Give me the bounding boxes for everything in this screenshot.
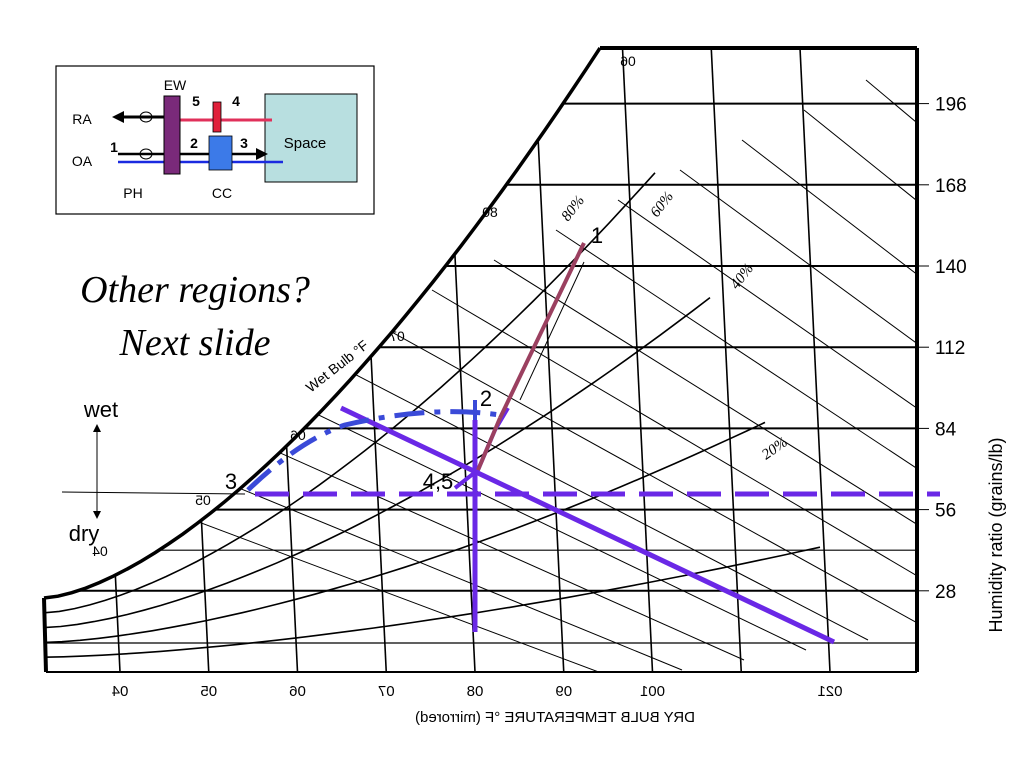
process-line-1-2 (498, 242, 586, 419)
y-tick-label: 112 (935, 338, 965, 359)
node-4-label: 4 (232, 93, 240, 109)
x-tick-label: 021 (817, 683, 842, 700)
x-tick-label: 09 (555, 683, 572, 700)
rh-curve (44, 546, 821, 658)
wet-bulb-line (617, 199, 917, 591)
ra-label: RA (72, 111, 92, 127)
dry-label: dry (69, 521, 100, 546)
question-text: Other regions? (80, 269, 310, 311)
mixing-curve (246, 409, 501, 492)
state-point-label: 3 (225, 469, 237, 494)
process-line-1-thin (519, 261, 585, 401)
point-3-leader-line (61, 491, 246, 495)
process-line-2-45 (476, 417, 502, 471)
state-point-label: 4,5 (423, 469, 454, 494)
wet-bulb-tick-label: 80 (482, 204, 498, 220)
space-box (264, 93, 358, 183)
wet-arrowhead-icon (93, 424, 101, 432)
rh-curve (44, 421, 766, 644)
construction-lines (61, 242, 940, 645)
node-1-label: 1 (110, 139, 118, 155)
x-tick-label: 08 (467, 683, 484, 700)
wet-bulb-line (431, 289, 917, 621)
wet-bulb-tick-label: 07 (389, 328, 405, 344)
next-slide-text: Next slide (119, 322, 271, 364)
wet-bulb-line (493, 259, 917, 611)
ph-label: PH (123, 185, 142, 201)
x-axis-label: DRY BULB TEMPERATURE °F (mirrored) (415, 709, 695, 726)
node-3-label: 3 (240, 135, 248, 151)
ra-arrowhead-icon (112, 111, 124, 123)
rh-label: 20% (759, 434, 791, 463)
oa-arrowhead-icon (256, 148, 268, 160)
cooling-coil (208, 135, 233, 171)
wet-label: wet (83, 397, 118, 422)
rh-label: 60% (648, 189, 678, 221)
cc-label: CC (212, 185, 232, 201)
x-tick-label: 05 (200, 683, 217, 700)
rh-curve (44, 296, 711, 629)
wet-bulb-tick-label: 06 (290, 427, 306, 443)
x-tick-label: 06 (289, 683, 306, 700)
saturation-curve (43, 47, 602, 600)
y-tick-label: 196 (935, 95, 967, 116)
oa-label: OA (72, 153, 93, 169)
wet-bulb-tick-label: 04 (92, 543, 108, 559)
wet-bulb-line (803, 109, 917, 561)
y-tick-label: 168 (935, 176, 967, 197)
left-axis (42, 597, 48, 673)
y-tick-label: 56 (935, 501, 956, 522)
wet-bulb-tick-label: 05 (195, 492, 211, 508)
v-grid-line (621, 48, 654, 672)
ahu-schematic: Space EW RA OA PH CC 1 (55, 65, 375, 215)
energy-wheel (163, 95, 181, 175)
state-point-label: 1 (591, 223, 603, 248)
node-5-label: 5 (192, 93, 200, 109)
wet-bulb-line (679, 169, 917, 581)
dry-arrowhead-icon (93, 511, 101, 519)
space-label: Space (284, 135, 327, 152)
ew-label: EW (164, 77, 187, 93)
x-tick-label: 001 (640, 683, 665, 700)
wet-bulb-line (307, 349, 869, 641)
v-grid-line (532, 48, 565, 672)
y-tick-label: 140 (935, 257, 967, 278)
sloped-process-line (339, 405, 836, 645)
v-grid-line (710, 48, 743, 672)
v-grid-line (799, 48, 831, 672)
wet-bulb-line (555, 229, 917, 601)
wet-bulb-tick-label: 06 (620, 53, 636, 69)
y-axis-label: Humidity ratio (grains/lb) (986, 437, 1006, 632)
rh-curve (44, 172, 656, 614)
rh-label: 80% (559, 193, 589, 225)
y-tick-label: 28 (935, 582, 956, 603)
wet-bulb-line (741, 139, 917, 571)
reheat-coil (212, 101, 222, 133)
chart-axes (42, 46, 929, 673)
y-tick-label: 84 (935, 419, 957, 440)
state-point-label: 2 (480, 386, 492, 411)
node-2-label: 2 (190, 135, 198, 151)
x-tick-label: 07 (378, 683, 395, 700)
wet-bulb-line (121, 439, 683, 671)
x-tick-label: 04 (112, 683, 129, 700)
